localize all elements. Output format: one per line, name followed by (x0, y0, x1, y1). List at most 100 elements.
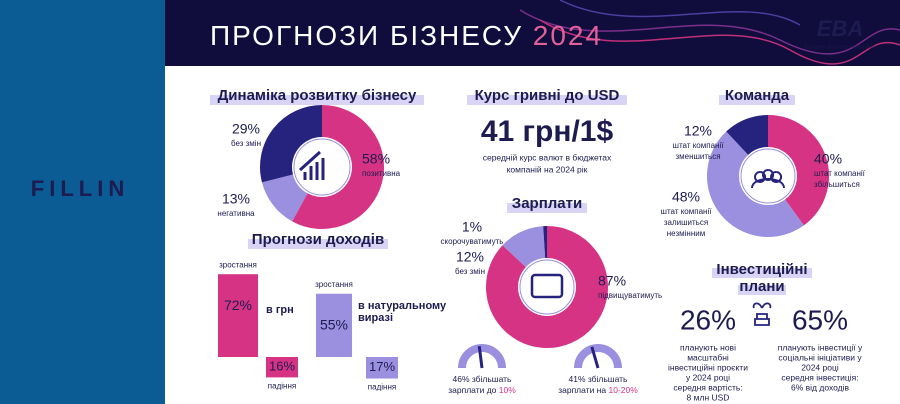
bar-label: 17% (369, 359, 395, 374)
wallet-icon (530, 273, 564, 299)
gauge-caption: зарплати на 10-20% (558, 385, 638, 395)
gauge-arc (574, 344, 622, 369)
header (165, 0, 900, 66)
rate-caption: середній курс валют в бюджетах (483, 152, 612, 162)
donut-segment (292, 105, 384, 229)
segment-caption: без змін (455, 267, 485, 276)
donut-segment (726, 115, 769, 156)
bar-label: 16% (269, 359, 295, 374)
investment-note: середня вартість: (673, 382, 742, 392)
title-highlight (507, 203, 587, 213)
caption-part: 41% (568, 374, 587, 384)
percent-label: 13% (222, 191, 250, 207)
eba-subtitle: European Business Association (805, 44, 875, 50)
bar-caption: падіння (368, 383, 396, 392)
segment-caption: без змін (231, 139, 261, 148)
growth-bar (218, 274, 258, 357)
segment-caption: підвищуватимуть (598, 291, 662, 300)
investment-percent: 26% (680, 304, 736, 335)
investment-caption: планують нові (680, 342, 736, 352)
group-label: виразі (358, 312, 393, 324)
bar-label: 55% (320, 316, 348, 332)
caption-part: зарплати на (558, 385, 608, 395)
rate-value: 41 грн/1$ (481, 115, 614, 148)
title-highlight (248, 239, 388, 249)
donut-segment (261, 173, 309, 222)
sidebar-logo: FILLIN (31, 176, 129, 201)
title-highlight (467, 95, 627, 105)
investment-caption: соціальні ініціативи у (778, 352, 862, 362)
donut-segment (707, 131, 804, 237)
investment-caption: інвестиційні проєкти (668, 362, 748, 372)
percent-label: 48% (672, 189, 700, 205)
growth-bar (316, 293, 352, 357)
group-label: в натуральному (358, 300, 447, 312)
sidebar (0, 0, 165, 404)
investment-caption: масштабні (687, 352, 729, 362)
gauge-caption: зарплати до 10% (448, 385, 516, 395)
section-title: плани (739, 278, 784, 295)
donut-center (519, 259, 575, 315)
bar-label: 72% (224, 297, 252, 313)
title-highlight (738, 285, 786, 295)
rate-caption: компаній на 2024 рік (507, 164, 588, 174)
percent-label: 29% (232, 121, 260, 137)
caption-part: збільшать (472, 374, 512, 384)
bar-caption: зростання (219, 260, 257, 269)
donut-segment (260, 105, 323, 183)
investment-note: середня інвестиція: (781, 372, 858, 382)
segment-caption: залишиться (664, 218, 708, 227)
investment-caption: планують інвестиції у (778, 342, 863, 352)
percent-label: 40% (814, 151, 842, 167)
gauge-needle (477, 345, 484, 369)
percent-label: 1% (462, 219, 482, 235)
investment-percent: 65% (792, 304, 848, 335)
caption-part: 46% (452, 374, 471, 384)
gauge-caption: 46% збільшать (452, 374, 512, 384)
coin-icon (752, 302, 772, 326)
gauge-caption: 41% збільшать (568, 374, 628, 384)
title-year: 2024 (533, 20, 603, 51)
gauge-needle (590, 346, 600, 369)
header-title: ПРОГНОЗИ БІЗНЕСУ 2024 (210, 20, 603, 51)
caption-part: зарплати до (448, 385, 499, 395)
segment-caption: позитивна (362, 169, 401, 178)
fall-bar (266, 357, 298, 378)
bar-caption: падіння (268, 382, 296, 391)
segment-caption: збільшиться (814, 180, 860, 189)
gauge-arc (458, 344, 506, 369)
percent-label: 12% (684, 123, 712, 139)
header-wave (559, 0, 801, 26)
segment-caption: зменшиться (675, 152, 720, 161)
segment-caption: штат компанії (661, 207, 713, 216)
fall-bar (366, 357, 398, 379)
donut-segment (486, 226, 608, 348)
eba-logo: EBA (817, 16, 863, 41)
section-title: Інвестиційні (716, 261, 807, 278)
title-highlight (712, 268, 812, 278)
team-icon (751, 169, 785, 189)
section-title: Динаміка розвитку бізнесу (218, 87, 417, 104)
title-highlight (210, 95, 424, 105)
donut-segment (502, 226, 547, 268)
segment-caption: негативна (217, 209, 255, 218)
investment-caption: у 2024 році (686, 372, 730, 382)
bar-caption: зростання (315, 280, 353, 289)
segment-caption: штат компанії (814, 169, 866, 178)
segment-caption: скорочуватимуть (441, 237, 504, 246)
segment-caption: незмінним (667, 229, 705, 238)
investment-caption: 2024 році (801, 362, 839, 372)
section-title: Курс гривні до USD (475, 87, 620, 104)
growth-icon (298, 150, 325, 180)
caption-part: 10-20% (608, 385, 638, 395)
donut-segment (767, 115, 829, 226)
segment-caption: штат компанії (673, 141, 725, 150)
caption-part: 10% (499, 385, 516, 395)
investment-note: 8 млн USD (687, 392, 730, 402)
header-wave (519, 9, 900, 55)
header-wave (539, 19, 900, 65)
section-title: Зарплати (512, 195, 582, 212)
investment-note: 6% від доходів (791, 382, 850, 392)
donut-center (740, 148, 796, 204)
